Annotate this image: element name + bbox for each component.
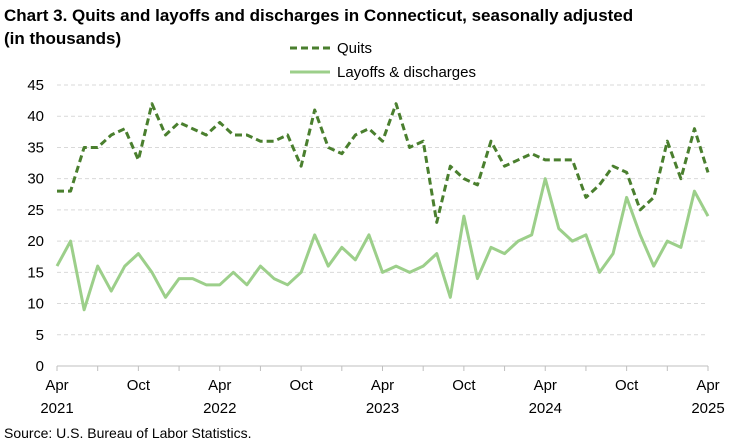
y-tick-label: 10 — [27, 296, 44, 313]
y-tick-label: 25 — [27, 202, 44, 219]
x-tick-label-year: 2025 — [691, 400, 724, 417]
series-line-quits — [57, 102, 710, 224]
x-tick-label-month: Oct — [615, 377, 639, 394]
series-line-layoffs-discharges — [55, 177, 710, 312]
series-layer — [55, 102, 710, 312]
x-tick-label-month: Apr — [696, 377, 719, 394]
chart-title: Chart 3. Quits and layoffs and discharge… — [4, 4, 704, 50]
y-tick-label: 15 — [27, 264, 44, 281]
legend-label: Quits — [337, 40, 372, 57]
y-tick-label: 0 — [36, 358, 44, 375]
chart-title-line-2: (in thousands) — [4, 29, 122, 48]
y-tick-label: 45 — [27, 77, 44, 94]
x-tick-label-year: 2022 — [203, 400, 236, 417]
x-tick-label-month: Oct — [127, 377, 151, 394]
x-tick-label-month: Apr — [371, 377, 394, 394]
y-tick-label: 30 — [27, 171, 44, 188]
x-tick-label-month: Oct — [289, 377, 313, 394]
y-tick-label: 20 — [27, 233, 44, 250]
x-tick-label-month: Oct — [452, 377, 476, 394]
x-tick-label-month: Apr — [534, 377, 557, 394]
source-note: Source: U.S. Bureau of Labor Statistics. — [4, 425, 252, 441]
chart-title-line-1: Chart 3. Quits and layoffs and discharge… — [4, 6, 634, 25]
x-tick-label-year: 2021 — [40, 400, 73, 417]
legend-label: Layoffs & discharges — [337, 64, 476, 81]
y-tick-label: 40 — [27, 108, 44, 125]
x-tick-label-month: Apr — [208, 377, 231, 394]
x-tick-label-month: Apr — [45, 377, 68, 394]
legend: Quits Layoffs & discharges — [290, 40, 476, 81]
x-tick-label-year: 2023 — [366, 400, 399, 417]
y-tick-label: 5 — [36, 327, 44, 344]
x-tick-label-year: 2024 — [529, 400, 562, 417]
gridlines — [57, 84, 708, 336]
y-tick-label: 35 — [27, 139, 44, 156]
